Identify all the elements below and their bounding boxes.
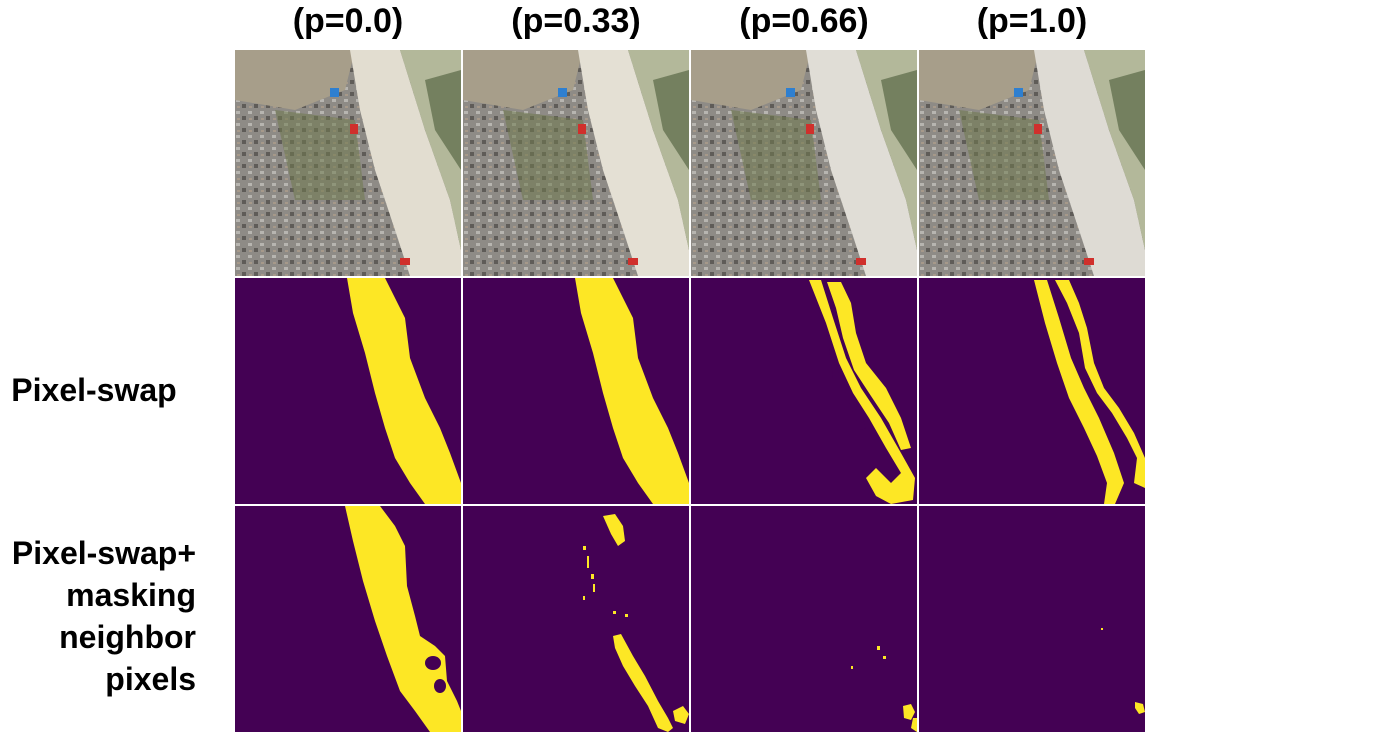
aerial-image-p0 [235,50,461,276]
column-header-4: (p=1.0) [976,2,1088,40]
row-label-line: Pixel-swap+ [11,535,196,571]
aerial-image-p066 [691,50,917,276]
mask-pixel-swap-p1 [919,278,1145,504]
mask-pixel-swap-masking-p1 [919,506,1145,732]
aerial-image-p033 [463,50,689,276]
aerial-image-p1 [919,50,1145,276]
row-label-pixel-swap: Pixel-swap [0,369,188,411]
row-label-line: Pixel-swap [11,372,177,408]
column-header-2: (p=0.33) [511,2,641,40]
mask-pixel-swap-p066 [691,278,917,504]
row-label-line: pixels [105,661,196,697]
column-header-1: (p=0.0) [292,2,404,40]
row-label-line: masking [66,577,196,613]
mask-pixel-swap-p0 [235,278,461,504]
column-header-3: (p=0.66) [739,2,869,40]
mask-pixel-swap-p033 [463,278,689,504]
mask-pixel-swap-masking-p033 [463,506,689,732]
row-label-line: neighbor [59,619,196,655]
mask-pixel-swap-masking-p0 [235,506,461,732]
row-label-pixel-swap-masking: Pixel-swap+ masking neighbor pixels [0,532,196,700]
mask-pixel-swap-masking-p066 [691,506,917,732]
